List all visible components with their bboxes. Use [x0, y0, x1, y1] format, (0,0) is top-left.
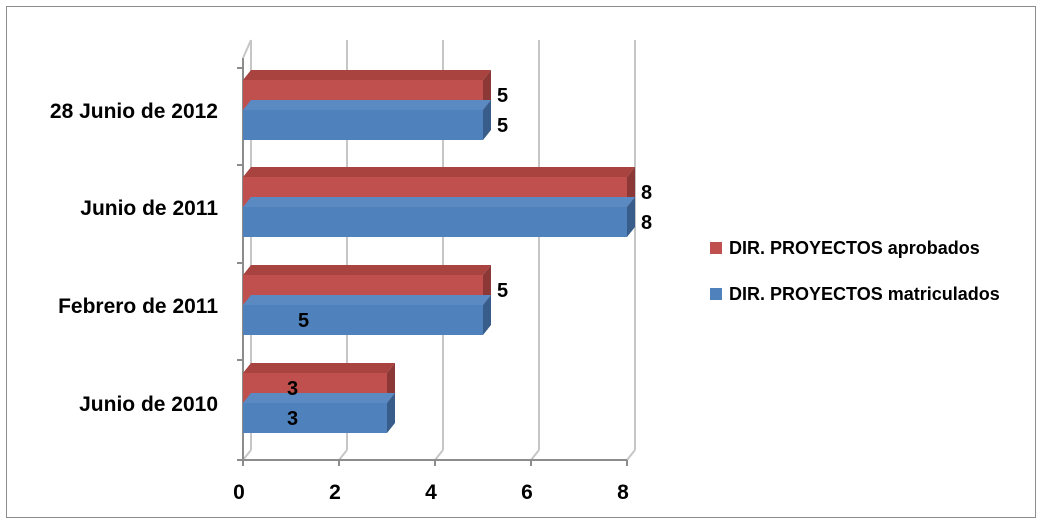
floor-gridline [530, 449, 540, 461]
floor-gridline [338, 449, 348, 461]
tick-label: 0 [233, 481, 245, 504]
bar-top [243, 197, 635, 207]
bar [243, 207, 627, 237]
bar-top [243, 295, 491, 305]
tick-label: 2 [329, 481, 341, 504]
data-label: 5 [497, 85, 508, 107]
bar [243, 403, 387, 433]
data-label: 5 [298, 310, 309, 332]
data-label: 5 [497, 115, 508, 137]
bar-side [627, 197, 635, 237]
tick-label: 6 [521, 481, 533, 504]
floor-gridline [242, 449, 252, 461]
category-label: 28 Junio de 2012 [50, 100, 218, 123]
bar-top [243, 393, 395, 403]
category-label: Junio de 2011 [80, 197, 218, 220]
floor-gridline [434, 449, 444, 461]
legend-label: DIR. PROYECTOS matriculados [729, 284, 1000, 304]
legend-swatch [710, 242, 722, 254]
bar-layer [243, 70, 635, 433]
category-label: Junio de 2010 [79, 393, 218, 416]
data-label: 8 [641, 212, 652, 234]
wall-top-edge [242, 39, 252, 59]
tick-label: 8 [617, 481, 629, 504]
bar-top [243, 265, 491, 275]
data-label: 8 [641, 182, 652, 204]
data-label: 5 [497, 280, 508, 302]
bar-top [243, 100, 491, 110]
bar-side [387, 393, 395, 433]
data-label: 3 [287, 378, 298, 400]
bar-top [243, 167, 635, 177]
label-layer: 3 3 5 5 8 8 5 5 Junio de 2010 Febrero de 2011 Juni… [50, 85, 652, 504]
chart-frame [6, 6, 1036, 518]
bar-top [243, 70, 491, 80]
legend-layer: DIR. PROYECTOS aprobados DIR. PROYECTOS m… [710, 238, 1000, 304]
bar-top [243, 363, 395, 373]
bar-side [483, 100, 491, 140]
floor-gridline [626, 449, 636, 461]
bar [243, 305, 483, 335]
legend-label: DIR. PROYECTOS aprobados [729, 238, 980, 258]
data-label: 3 [287, 408, 298, 430]
tick-label: 4 [425, 481, 437, 504]
bar [243, 110, 483, 140]
category-label: Febrero de 2011 [58, 295, 218, 318]
bar-side [483, 295, 491, 335]
legend-swatch [710, 288, 722, 300]
